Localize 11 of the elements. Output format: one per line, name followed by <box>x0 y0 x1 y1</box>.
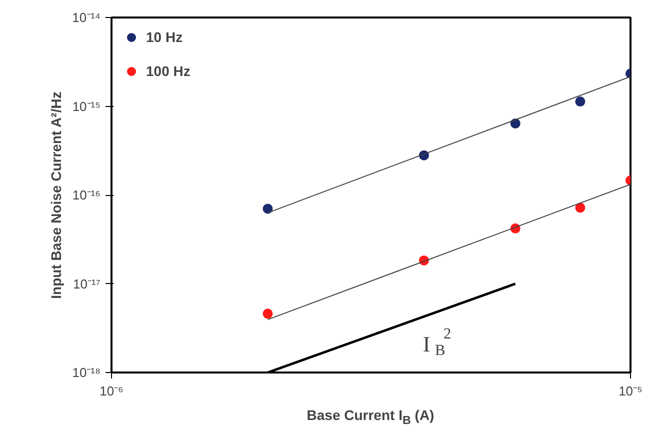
y-tick-label: 10⁻¹⁷ <box>73 276 101 292</box>
y-tick-label: 10⁻¹⁸ <box>72 365 101 380</box>
x-axis-title: Base Current I$_{B}$ (A) <box>306 406 434 429</box>
legend-label: 10 Hz <box>146 29 183 45</box>
x-tick-label: 10⁻⁶ <box>100 384 124 398</box>
legend-label: 100 Hz <box>146 63 190 79</box>
x-tick-label: 10⁻⁵ <box>618 384 642 398</box>
y-axis-title: Input Base Noise Current A²/Hz <box>48 92 64 299</box>
y-tick-label: 10⁻¹⁴ <box>72 10 100 25</box>
y-tick-label: 10⁻¹⁶ <box>72 188 100 202</box>
y-tick-label: 10⁻¹⁵ <box>72 98 101 114</box>
